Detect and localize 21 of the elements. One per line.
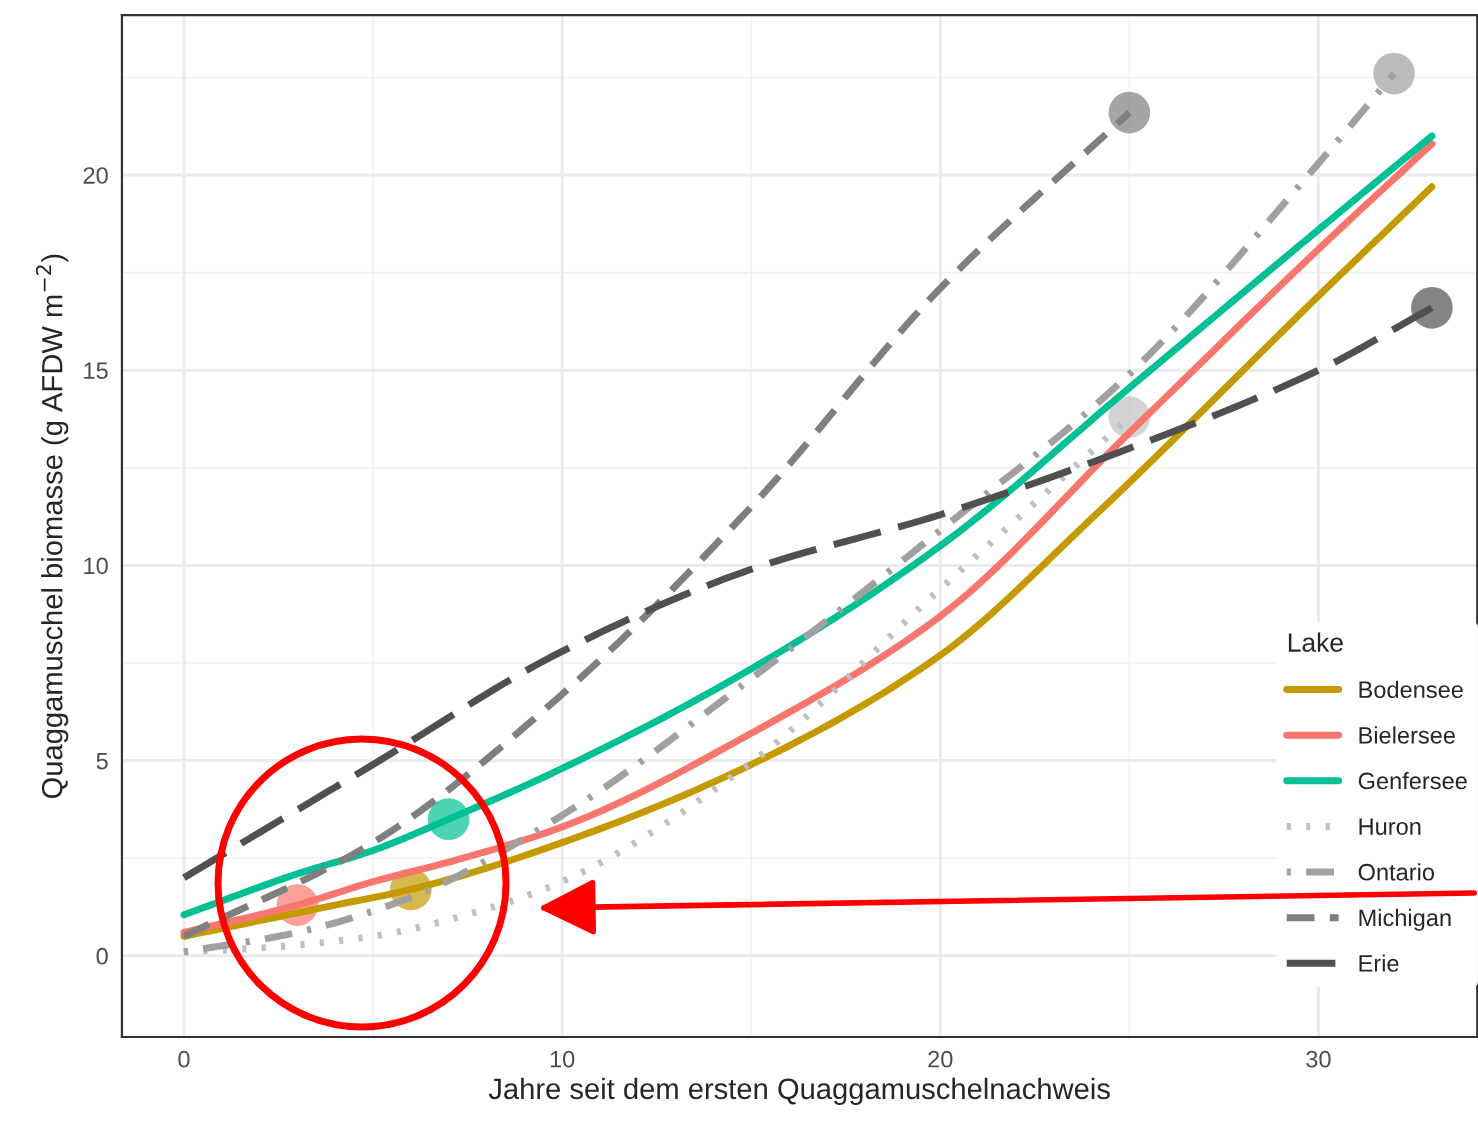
legend-label: Erie xyxy=(1359,954,1399,972)
y-tick-label: 20 xyxy=(83,167,108,184)
y-tick-label: 5 xyxy=(96,752,108,770)
point xyxy=(1108,91,1151,134)
y-tick-label: 10 xyxy=(84,557,108,575)
x-axis-title: Jahre seit dem ersten Quaggamuschelnachweis xyxy=(488,1077,1110,1105)
point xyxy=(1373,52,1415,95)
x-tick-label: 20 xyxy=(928,1050,953,1068)
legend-label: Huron xyxy=(1359,818,1421,835)
y-tick-label: 0 xyxy=(96,947,108,965)
legend-label: Ontario xyxy=(1358,863,1435,881)
legend-title: Lake xyxy=(1288,632,1343,652)
x-tick-label: 0 xyxy=(178,1050,190,1068)
legend-label: Bodensee xyxy=(1359,680,1463,699)
legend-label: Genfersee xyxy=(1358,771,1467,790)
legend-label: Bielersee xyxy=(1359,726,1455,744)
x-tick-label: 10 xyxy=(550,1050,575,1068)
x-tick-label: 30 xyxy=(1306,1050,1331,1068)
legend-label: Michigan xyxy=(1359,908,1451,931)
y-tick-label: 15 xyxy=(84,362,108,380)
y-axis-title: Quaggamuschel biomasse (g AFDW m$^{−2}$) xyxy=(35,254,69,799)
